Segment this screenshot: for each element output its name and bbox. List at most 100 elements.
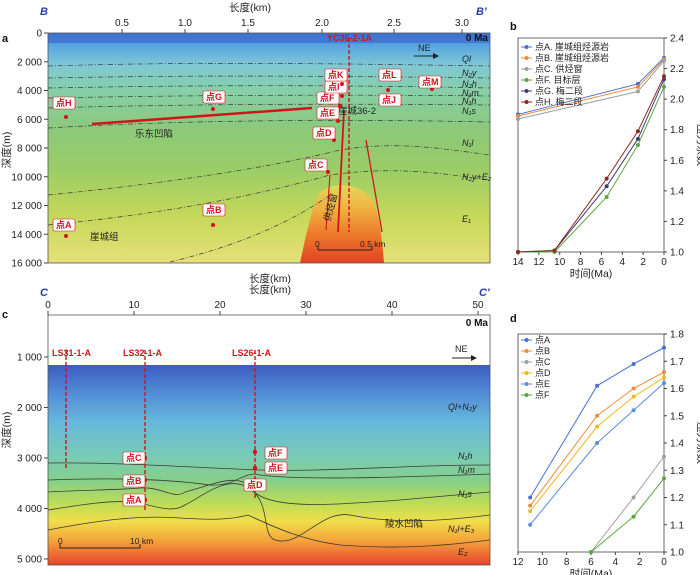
- panel-c-strata-labels: Ql+N₂y N₁h N₁m N₁s N₁l+E₃ E₂: [448, 402, 477, 557]
- panel-a-point-marker: [340, 82, 344, 86]
- panel-a-x-tick-label: 1.5: [241, 18, 255, 29]
- panel-a-stratum-label: E₁: [462, 214, 471, 224]
- panel-a-x-title-bottom: 长度(km): [249, 272, 291, 285]
- legend-marker: [524, 67, 529, 71]
- panel-c-stratum-label: N₁l+E₃: [448, 524, 475, 534]
- panel-c-frame: [47, 314, 491, 566]
- panel-a-stratum-label: N₁s: [462, 106, 476, 116]
- data-point: [662, 370, 666, 375]
- chart-x-title: 时间(Ma): [570, 567, 613, 575]
- data-point: [631, 394, 636, 399]
- panel-c-letter: c: [2, 309, 8, 321]
- panel-a-x-tick-label: 2.5: [387, 18, 401, 29]
- panel-a-section-end: B': [476, 6, 487, 18]
- panel-c-section-end: C': [479, 287, 490, 299]
- formation-label-yacheng: 崖城组: [90, 231, 119, 243]
- data-point: [635, 129, 640, 134]
- chart-x-tick-label: 8: [578, 257, 584, 268]
- panel-a-y-title: 深度(m): [0, 132, 13, 169]
- panel-c-stratum-label: E₂: [458, 547, 468, 557]
- legend-label: 点A: [535, 335, 550, 345]
- legend-marker: [524, 56, 529, 60]
- chart-y-tick-label: 2.4: [670, 34, 684, 45]
- panel-a-y-ticks: 0 2 000 4 000 6 000 8 000 10 000 12 000 14 000 1…: [11, 29, 48, 270]
- panel-c-stratum-label: N₁m: [458, 465, 475, 475]
- panel-c-well-labels: LS31-1-A LS32-1-A LS26-1-A: [52, 348, 272, 358]
- chart-y-title: 压力系数: [695, 422, 700, 464]
- data-point: [631, 408, 636, 413]
- panel-a-stratum-label: N₂h: [462, 79, 477, 89]
- panel-c-x-tick-label: 50: [472, 300, 484, 311]
- panel-c-x-title: 长度(km): [249, 283, 291, 296]
- basin-label-lingshui: 陵水凹陷: [385, 518, 423, 530]
- chart-x-tick-label: 12: [512, 557, 524, 568]
- panel-a-stratum-label: N₂y+E₂: [462, 172, 492, 182]
- panel-a-point-label: 点B: [206, 204, 222, 215]
- series-line: [518, 86, 665, 253]
- legend-label: 点H. 梅二段: [535, 96, 583, 107]
- legend-label: 点E: [535, 379, 550, 389]
- data-point: [528, 522, 533, 527]
- chart-x-tick-label: 12: [533, 257, 545, 268]
- fault-1: [337, 109, 345, 233]
- chart-x-tick-label: 6: [588, 557, 594, 568]
- panel-a-point-label: 点A: [56, 219, 72, 230]
- panel-a-point-label: 点F: [320, 92, 335, 103]
- panel-a-stratum-label: N₁m: [462, 88, 479, 98]
- chart-y-tick-label: 1.2: [670, 217, 684, 228]
- series-line: [529, 382, 665, 526]
- panel-c-x-ticks: 0 10 20 30 40 50: [45, 300, 484, 315]
- data-point: [662, 381, 666, 386]
- chart-y-tick-label: 1.8: [670, 125, 684, 136]
- panel-a-point-marker: [64, 234, 68, 238]
- chart-y-tick-label: 1.0: [670, 548, 684, 559]
- panel-a-point-marker: [340, 94, 344, 98]
- panel-c-point-box: [243, 478, 267, 492]
- panel-c-x-tick-label: 40: [386, 300, 398, 311]
- panel-c-x-tick-label: 0: [45, 300, 51, 311]
- panel-a-x-tick-label: 0.5: [115, 18, 129, 29]
- chart-y-title: 压力系数: [695, 124, 700, 166]
- data-point: [635, 143, 640, 147]
- legend-label: 点B: [535, 346, 550, 356]
- chart-x-tick-label: 10: [537, 557, 549, 568]
- panel-a-y-tick-label: 12 000: [11, 201, 42, 212]
- legend-label: 点F: [535, 390, 550, 400]
- panel-a-point-label: 点E: [320, 107, 335, 118]
- panel-a-x-tick-label: 1.0: [178, 18, 192, 29]
- panel-c-point-label: 点E: [268, 462, 283, 473]
- panel-c-point-label: 点F: [268, 447, 283, 458]
- data-point: [516, 250, 520, 254]
- panel-c-point-box: [122, 451, 146, 465]
- panel-c-well-label: LS26-1-A: [232, 348, 272, 358]
- data-point: [595, 413, 600, 418]
- panel-c-section-start: C: [40, 287, 49, 299]
- panel-c-stratum-label: N₁s: [458, 489, 472, 499]
- panel-a-letter: a: [2, 33, 9, 45]
- panel-a-y-tick-label: 0: [36, 29, 42, 40]
- panel-c-point-marker: [252, 449, 258, 455]
- panel-a-frame: [47, 32, 491, 264]
- legend-label: 点G. 梅二段: [535, 85, 583, 96]
- panel-a-points: 点A 点B 点C 点D 点E 点F 点G 点H 点I 点J 点K 点L 点M: [52, 68, 442, 238]
- data-point: [516, 117, 520, 122]
- field-label-yc362: 崖城36-2: [338, 106, 376, 117]
- panel-a-time: 0 Ma: [466, 33, 489, 44]
- panel-c-scale-end: 10 km: [130, 536, 153, 546]
- water-layer: [48, 33, 490, 43]
- legend-label: 点C. 供烃窗: [535, 63, 583, 74]
- chart-x-tick-label: 0: [661, 257, 667, 268]
- panel-a-point-box: [312, 126, 336, 140]
- chart-y-tick-label: 2.0: [670, 95, 684, 106]
- data-point: [662, 84, 666, 89]
- legend-label: 点A. 崖城组烃源岩: [535, 41, 609, 52]
- legend-marker: [524, 371, 529, 375]
- panel-a-point-marker: [211, 223, 215, 227]
- data-point: [635, 84, 640, 89]
- panel-c-point-box: [264, 461, 288, 475]
- chart-y-tick-label: 1.6: [670, 384, 684, 395]
- supply-window-hot-zone: [300, 184, 384, 263]
- legend-label: 点B. 崖城组烃源岩: [535, 52, 609, 63]
- panel-a-x-tick-label: 3.0: [455, 18, 469, 29]
